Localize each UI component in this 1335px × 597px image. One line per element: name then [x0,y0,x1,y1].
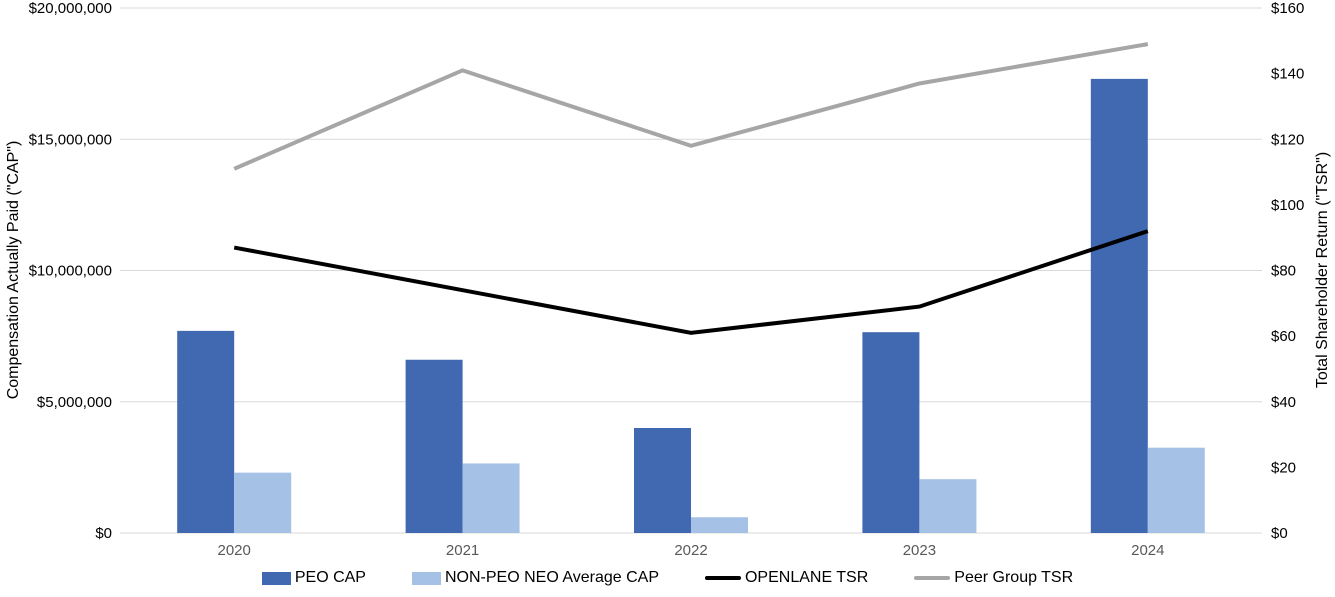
left-axis-tick: $15,000,000 [29,131,112,148]
bar-non-peo-neo-average-cap-2021 [462,463,520,533]
right-axis-tick: $20 [1271,459,1296,476]
bar-peo-cap-2021 [405,359,463,533]
legend-label: OPENLANE TSR [744,569,869,586]
x-axis-label: 2020 [218,542,251,559]
bar-non-peo-neo-average-cap-2022 [691,517,748,533]
bar-non-peo-neo-average-cap-2023 [919,479,977,533]
legend-label: Peer Group TSR [954,569,1074,586]
bar-peo-cap-2023 [862,332,920,533]
legend-bar-swatch [411,571,441,585]
legend-item-peo-cap: PEO CAP [261,569,366,587]
bar-non-peo-neo-average-cap-2020 [234,472,292,533]
legend: PEO CAP NON-PEO NEO Average CAP OPENLANE T… [0,563,1335,593]
right-axis-tick: $100 [1271,197,1304,214]
right-axis-tick: $0 [1271,525,1288,542]
left-axis-tick: $0 [95,525,112,542]
bar-non-peo-neo-average-cap-2024 [1147,447,1205,533]
right-axis-tick: $160 [1271,0,1304,17]
x-axis-label: 2021 [446,542,479,559]
legend-line-swatch [914,576,951,580]
bar-peo-cap-2020 [177,330,235,533]
plot-area: $0 $5,000,000 $10,000,000 $15,000,000 $20,00… [29,0,1305,559]
left-axis-title: Compensation Actually Paid ("CAP") [5,140,22,400]
right-axis-tick: $80 [1271,263,1296,280]
left-axis-tick: $10,000,000 [29,263,112,280]
legend-bar-swatch [261,571,291,585]
legend-item-peer-group-tsr: Peer Group TSR [914,569,1073,587]
line-peer-group-tsr [233,42,1149,171]
legend-line-swatch [704,576,741,580]
bar-peo-cap-2022 [634,428,691,533]
bar-peo-cap-2024 [1090,78,1148,533]
legend-item-non-peo-neo-average-cap: NON-PEO NEO Average CAP [411,569,659,587]
right-axis-tick: $40 [1271,394,1296,411]
right-axis-tick: $60 [1271,328,1296,345]
right-axis-tick: $140 [1271,66,1304,83]
left-axis-tick: $5,000,000 [37,394,112,411]
x-axis-label: 2022 [674,542,707,559]
line-openlane-tsr [233,229,1149,335]
legend-label: PEO CAP [294,569,366,586]
right-axis-tick: $120 [1271,131,1304,148]
x-axis-label: 2023 [903,542,936,559]
legend-label: NON-PEO NEO Average CAP [444,569,659,586]
legend-item-openlane-tsr: OPENLANE TSR [704,569,869,587]
left-axis-tick: $20,000,000 [29,0,112,17]
right-axis-title: Total Shareholder Return ("TSR") [1314,151,1331,389]
x-axis-label: 2024 [1131,542,1164,559]
